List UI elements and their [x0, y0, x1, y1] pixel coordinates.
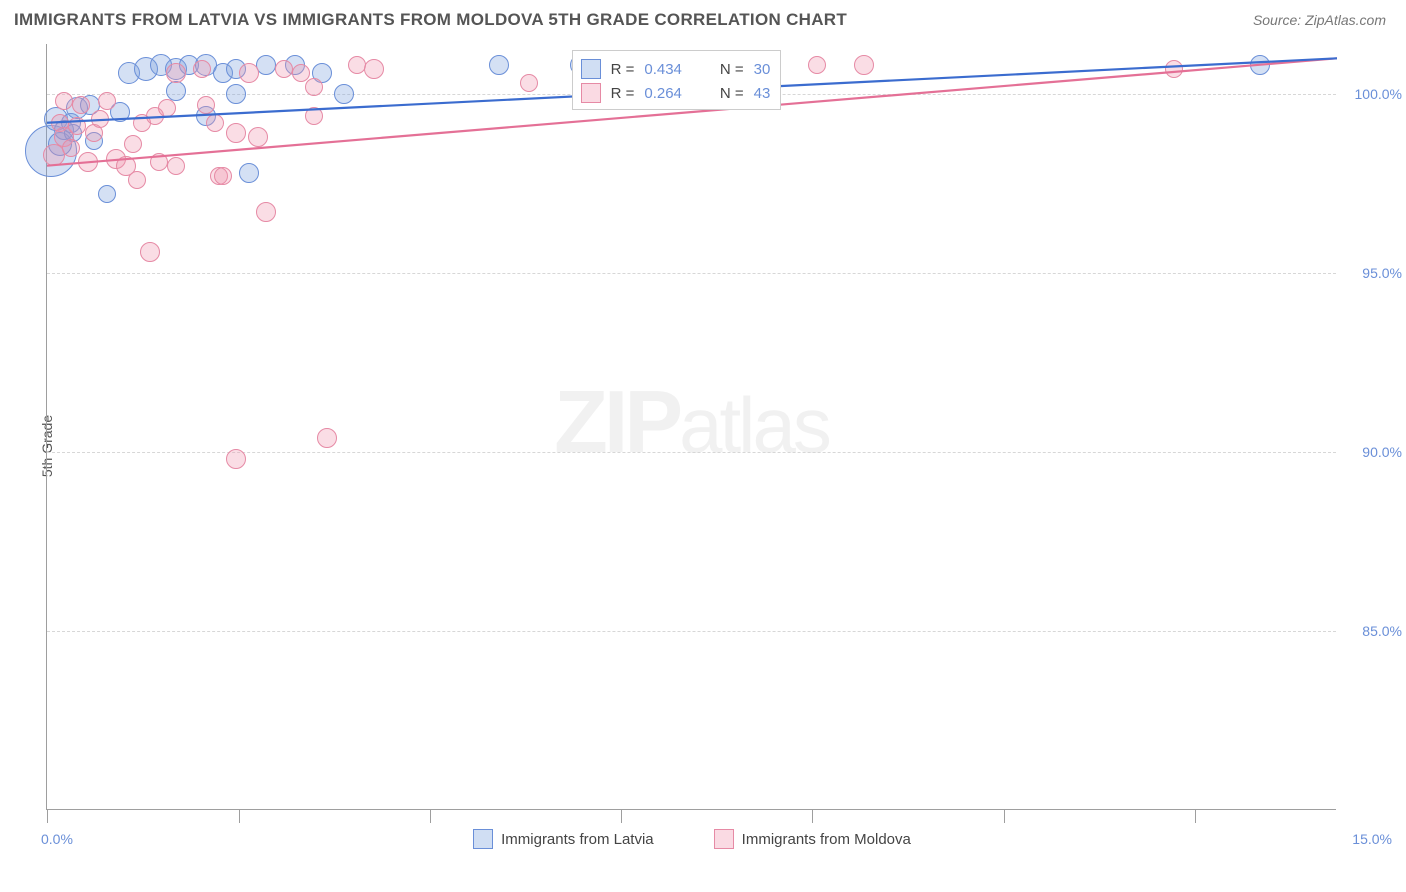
data-point [256, 202, 276, 222]
gridline-h [47, 631, 1336, 632]
x-tick [812, 809, 813, 823]
legend-row: R =0.264N =43 [581, 81, 771, 105]
data-point [98, 185, 116, 203]
source-credit: Source: ZipAtlas.com [1253, 12, 1386, 28]
x-tick [239, 809, 240, 823]
x-tick [47, 809, 48, 823]
data-point [226, 123, 246, 143]
data-point [489, 55, 509, 75]
data-point [197, 96, 215, 114]
data-point [72, 96, 90, 114]
data-point [206, 114, 224, 132]
legend-label: Immigrants from Latvia [501, 831, 654, 848]
data-point [239, 163, 259, 183]
y-tick-label: 90.0% [1342, 444, 1402, 460]
x-tick [430, 809, 431, 823]
data-point [305, 78, 323, 96]
data-point [275, 60, 293, 78]
data-point [226, 449, 246, 469]
data-point [68, 117, 86, 135]
data-point [226, 84, 246, 104]
data-point [317, 428, 337, 448]
watermark: ZIPatlas [554, 370, 829, 472]
data-point [1250, 55, 1270, 75]
data-point [55, 92, 73, 110]
data-point [62, 139, 80, 157]
gridline-h [47, 273, 1336, 274]
data-point [128, 171, 146, 189]
legend-swatch [581, 83, 601, 103]
x-tick [1195, 809, 1196, 823]
series-legend: Immigrants from Latvia Immigrants from Mo… [47, 829, 1337, 849]
data-point [124, 135, 142, 153]
data-point [364, 59, 384, 79]
x-tick [1004, 809, 1005, 823]
legend-swatch [473, 829, 493, 849]
data-point [98, 92, 116, 110]
data-point [348, 56, 366, 74]
y-tick-label: 85.0% [1342, 623, 1402, 639]
data-point [256, 55, 276, 75]
data-point [808, 56, 826, 74]
data-point [167, 157, 185, 175]
x-tick [621, 809, 622, 823]
legend-item: Immigrants from Moldova [714, 829, 911, 849]
trend-line [47, 44, 1337, 810]
scatter-plot: ZIPatlas 85.0%90.0%95.0%100.0%0.0%15.0%R… [46, 44, 1336, 810]
data-point [214, 167, 232, 185]
data-point [854, 55, 874, 75]
data-point [150, 153, 168, 171]
legend-label: Immigrants from Moldova [742, 831, 911, 848]
y-tick-label: 100.0% [1342, 86, 1402, 102]
correlation-legend: R =0.434N =30R =0.264N =43 [572, 50, 782, 110]
data-point [140, 242, 160, 262]
y-tick-label: 95.0% [1342, 265, 1402, 281]
data-point [305, 107, 323, 125]
data-point [158, 99, 176, 117]
data-point [193, 60, 211, 78]
data-point [78, 152, 98, 172]
legend-swatch [714, 829, 734, 849]
legend-item: Immigrants from Latvia [473, 829, 654, 849]
legend-swatch [581, 59, 601, 79]
legend-row: R =0.434N =30 [581, 57, 771, 81]
data-point [334, 84, 354, 104]
data-point [239, 63, 259, 83]
x-max-label: 15.0% [1352, 831, 1392, 847]
data-point [166, 63, 186, 83]
trend-line [47, 44, 1337, 810]
data-point [91, 110, 109, 128]
data-point [520, 74, 538, 92]
data-point [248, 127, 268, 147]
data-point [1165, 60, 1183, 78]
chart-title: IMMIGRANTS FROM LATVIA VS IMMIGRANTS FRO… [14, 10, 847, 30]
data-point [166, 81, 186, 101]
